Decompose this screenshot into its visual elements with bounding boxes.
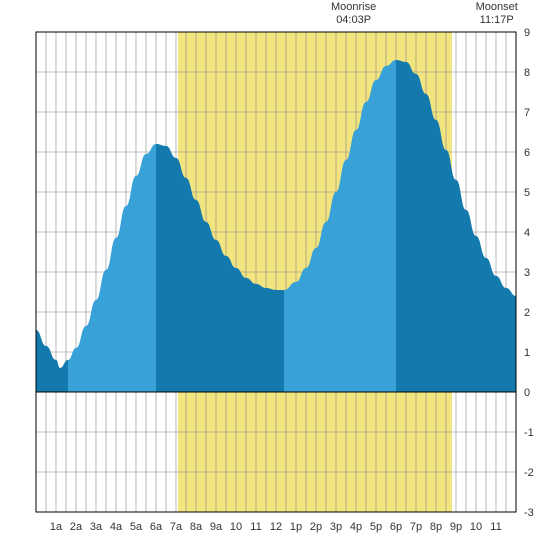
- moonrise-title: Moonrise: [331, 1, 376, 14]
- svg-text:9p: 9p: [450, 521, 462, 533]
- svg-text:8p: 8p: [430, 521, 442, 533]
- svg-text:5: 5: [524, 187, 530, 199]
- svg-text:3a: 3a: [90, 521, 103, 533]
- svg-text:3: 3: [524, 267, 530, 279]
- svg-text:5p: 5p: [370, 521, 382, 533]
- svg-text:5a: 5a: [130, 521, 143, 533]
- svg-text:11: 11: [250, 521, 261, 533]
- svg-text:-2: -2: [524, 467, 534, 479]
- moonset-label: Moonset 11:17P: [476, 1, 518, 27]
- svg-text:7: 7: [524, 107, 530, 119]
- tide-chart: Moonrise 04:03P Moonset 11:17P -3-2-1012…: [0, 0, 550, 550]
- svg-text:10: 10: [230, 521, 242, 533]
- svg-text:4a: 4a: [110, 521, 123, 533]
- svg-text:1: 1: [524, 347, 530, 359]
- svg-text:11: 11: [490, 521, 501, 533]
- svg-text:7p: 7p: [410, 521, 422, 533]
- svg-text:0: 0: [524, 387, 530, 399]
- svg-text:1a: 1a: [50, 521, 63, 533]
- svg-text:2p: 2p: [310, 521, 322, 533]
- moonset-title: Moonset: [476, 1, 518, 14]
- svg-text:1p: 1p: [290, 521, 302, 533]
- svg-text:9: 9: [524, 27, 530, 39]
- chart-svg: -3-2-101234567891a2a3a4a5a6a7a8a9a101112…: [0, 0, 550, 550]
- moonrise-label: Moonrise 04:03P: [331, 1, 376, 27]
- svg-text:10: 10: [470, 521, 482, 533]
- svg-text:12: 12: [270, 521, 282, 533]
- svg-text:9a: 9a: [210, 521, 223, 533]
- svg-text:6a: 6a: [150, 521, 163, 533]
- svg-text:-3: -3: [524, 507, 534, 519]
- svg-text:6: 6: [524, 147, 530, 159]
- svg-text:2a: 2a: [70, 521, 83, 533]
- svg-text:4p: 4p: [350, 521, 362, 533]
- svg-text:2: 2: [524, 307, 530, 319]
- svg-text:6p: 6p: [390, 521, 402, 533]
- svg-text:7a: 7a: [170, 521, 183, 533]
- svg-text:4: 4: [524, 227, 530, 239]
- svg-text:3p: 3p: [330, 521, 342, 533]
- moonrise-time: 04:03P: [331, 14, 376, 27]
- svg-text:8a: 8a: [190, 521, 203, 533]
- svg-text:8: 8: [524, 67, 530, 79]
- svg-text:-1: -1: [524, 427, 534, 439]
- moonset-time: 11:17P: [476, 14, 518, 27]
